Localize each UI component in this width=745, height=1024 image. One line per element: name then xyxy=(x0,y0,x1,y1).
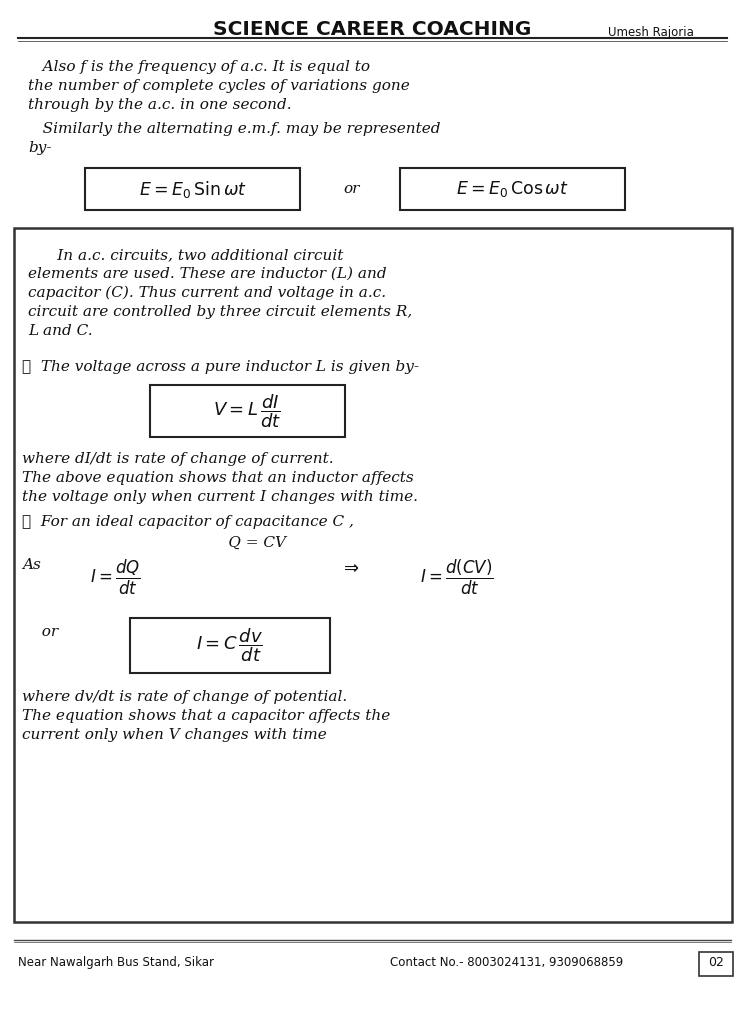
Text: $I = \dfrac{d(CV)}{dt}$: $I = \dfrac{d(CV)}{dt}$ xyxy=(420,558,494,597)
FancyBboxPatch shape xyxy=(150,385,345,437)
Text: L and C.: L and C. xyxy=(28,324,92,338)
Text: ★  For an ideal capacitor of capacitance C ,: ★ For an ideal capacitor of capacitance … xyxy=(22,515,354,529)
Text: $E = E_0\,\mathrm{Sin}\,\omega t$: $E = E_0\,\mathrm{Sin}\,\omega t$ xyxy=(139,178,247,200)
Text: SCIENCE CAREER COACHING: SCIENCE CAREER COACHING xyxy=(213,20,531,39)
Text: where dI/dt is rate of change of current.: where dI/dt is rate of change of current… xyxy=(22,452,334,466)
Text: current only when V changes with time: current only when V changes with time xyxy=(22,728,327,742)
Text: circuit are controlled by three circuit elements R,: circuit are controlled by three circuit … xyxy=(28,305,412,319)
Text: Also f is the frequency of a.c. It is equal to: Also f is the frequency of a.c. It is eq… xyxy=(28,60,370,74)
FancyBboxPatch shape xyxy=(400,168,625,210)
FancyBboxPatch shape xyxy=(699,952,733,976)
FancyBboxPatch shape xyxy=(130,618,330,673)
Text: Near Nawalgarh Bus Stand, Sikar: Near Nawalgarh Bus Stand, Sikar xyxy=(18,956,214,969)
Text: Contact No.- 8003024131, 9309068859: Contact No.- 8003024131, 9309068859 xyxy=(390,956,624,969)
Text: elements are used. These are inductor (L) and: elements are used. These are inductor (L… xyxy=(28,267,387,281)
Text: $E = E_0\,\mathrm{Cos}\,\omega t$: $E = E_0\,\mathrm{Cos}\,\omega t$ xyxy=(456,179,569,199)
Text: $I = C\,\dfrac{dv}{dt}$: $I = C\,\dfrac{dv}{dt}$ xyxy=(197,627,264,665)
Text: $\Rightarrow$: $\Rightarrow$ xyxy=(340,558,360,575)
Text: through by the a.c. in one second.: through by the a.c. in one second. xyxy=(28,98,291,112)
Text: The equation shows that a capacitor affects the: The equation shows that a capacitor affe… xyxy=(22,709,390,723)
Text: 02: 02 xyxy=(708,956,724,970)
FancyBboxPatch shape xyxy=(14,228,732,922)
FancyBboxPatch shape xyxy=(85,168,300,210)
Text: or: or xyxy=(32,625,58,639)
Text: the number of complete cycles of variations gone: the number of complete cycles of variati… xyxy=(28,79,410,93)
Text: or: or xyxy=(343,182,360,196)
Text: $I = \dfrac{dQ}{dt}$: $I = \dfrac{dQ}{dt}$ xyxy=(90,558,141,597)
Text: ★  The voltage across a pure inductor L is given by-: ★ The voltage across a pure inductor L i… xyxy=(22,360,419,374)
Text: Q = CV: Q = CV xyxy=(165,536,286,550)
Text: $V = L\,\dfrac{dI}{dt}$: $V = L\,\dfrac{dI}{dt}$ xyxy=(213,392,282,430)
Text: by-: by- xyxy=(28,141,51,155)
Text: The above equation shows that an inductor affects: The above equation shows that an inducto… xyxy=(22,471,413,485)
Text: where dv/dt is rate of change of potential.: where dv/dt is rate of change of potenti… xyxy=(22,690,347,705)
Text: Similarly the alternating e.m.f. may be represented: Similarly the alternating e.m.f. may be … xyxy=(28,122,440,136)
Text: capacitor (C). Thus current and voltage in a.c.: capacitor (C). Thus current and voltage … xyxy=(28,286,386,300)
Text: As: As xyxy=(22,558,41,572)
Text: the voltage only when current I changes with time.: the voltage only when current I changes … xyxy=(22,490,418,504)
Text: Umesh Rajoria: Umesh Rajoria xyxy=(608,26,694,39)
Text: In a.c. circuits, two additional circuit: In a.c. circuits, two additional circuit xyxy=(28,248,343,262)
